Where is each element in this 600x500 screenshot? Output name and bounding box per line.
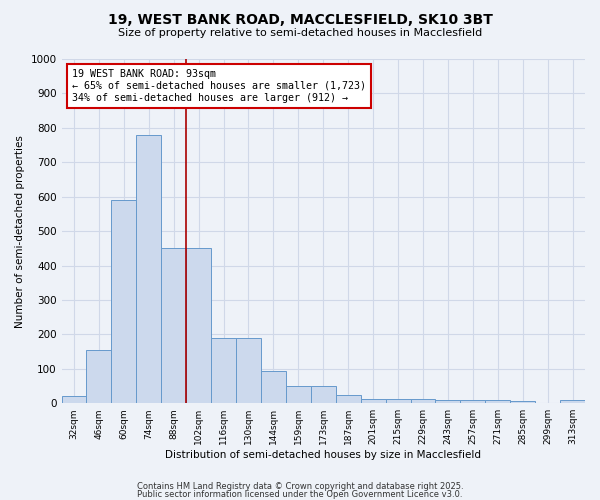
- Text: Contains HM Land Registry data © Crown copyright and database right 2025.: Contains HM Land Registry data © Crown c…: [137, 482, 463, 491]
- Bar: [136, 134, 161, 403]
- Bar: [336, 394, 361, 403]
- Bar: [86, 350, 112, 403]
- Bar: [261, 370, 286, 403]
- Bar: [485, 400, 510, 403]
- Bar: [410, 399, 436, 403]
- X-axis label: Distribution of semi-detached houses by size in Macclesfield: Distribution of semi-detached houses by …: [165, 450, 481, 460]
- Bar: [211, 338, 236, 403]
- Bar: [361, 399, 386, 403]
- Bar: [460, 400, 485, 403]
- Bar: [112, 200, 136, 403]
- Bar: [286, 386, 311, 403]
- Text: 19 WEST BANK ROAD: 93sqm
← 65% of semi-detached houses are smaller (1,723)
34% o: 19 WEST BANK ROAD: 93sqm ← 65% of semi-d…: [72, 70, 366, 102]
- Bar: [161, 248, 186, 403]
- Text: Size of property relative to semi-detached houses in Macclesfield: Size of property relative to semi-detach…: [118, 28, 482, 38]
- Bar: [62, 396, 86, 403]
- Bar: [186, 248, 211, 403]
- Bar: [510, 402, 535, 403]
- Bar: [236, 338, 261, 403]
- Bar: [436, 400, 460, 403]
- Text: Public sector information licensed under the Open Government Licence v3.0.: Public sector information licensed under…: [137, 490, 463, 499]
- Bar: [311, 386, 336, 403]
- Y-axis label: Number of semi-detached properties: Number of semi-detached properties: [15, 134, 25, 328]
- Text: 19, WEST BANK ROAD, MACCLESFIELD, SK10 3BT: 19, WEST BANK ROAD, MACCLESFIELD, SK10 3…: [107, 12, 493, 26]
- Bar: [386, 399, 410, 403]
- Bar: [560, 400, 585, 403]
